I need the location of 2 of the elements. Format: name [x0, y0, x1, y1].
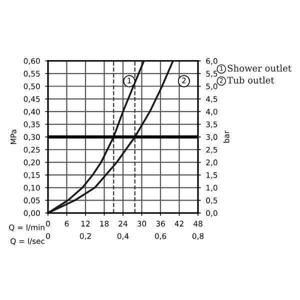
text: Shower outlet: [228, 64, 292, 72]
text: Tub outlet: [227, 76, 274, 84]
